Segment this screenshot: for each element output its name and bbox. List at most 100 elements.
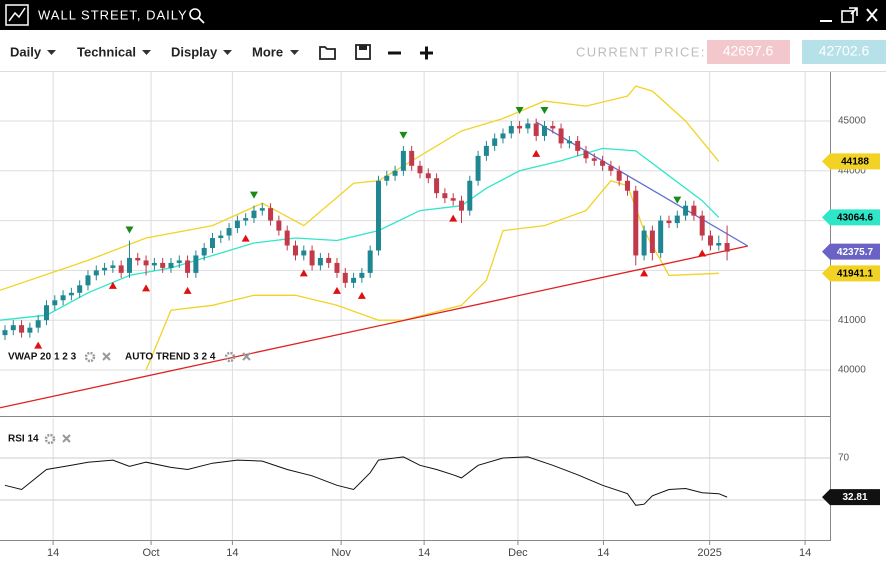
current-price-label: CURRENT PRICE:: [576, 44, 706, 59]
candle-body: [417, 165, 423, 174]
candle-body: [392, 170, 398, 176]
menu-more[interactable]: More: [252, 44, 283, 59]
candle-body: [724, 243, 730, 252]
candle-body: [616, 170, 622, 181]
dropdown-arrow: [47, 50, 56, 55]
candle-body: [243, 218, 249, 221]
buy-signal: [449, 214, 458, 222]
candle-body: [10, 325, 16, 331]
settings-icon[interactable]: [224, 351, 236, 363]
candle-body: [558, 128, 564, 144]
bid-box[interactable]: [707, 40, 790, 64]
candle-body: [301, 250, 307, 256]
settings-icon[interactable]: [44, 433, 56, 445]
menu-display[interactable]: Display: [171, 44, 218, 59]
candle-body: [126, 257, 132, 273]
x-tick-label: 14: [226, 547, 238, 559]
window-title: WALL STREET, DAILY: [38, 7, 188, 22]
y-tick-label: 70: [838, 453, 850, 464]
x-tick-label: 14: [47, 547, 59, 559]
candle-body: [193, 255, 199, 273]
candle-body: [185, 260, 191, 273]
candle-body: [600, 160, 606, 166]
candle-body: [176, 260, 182, 263]
candle-body: [118, 265, 124, 273]
x-tick-label: Nov: [331, 547, 351, 559]
candle-body: [292, 245, 298, 256]
bid-price: 42697.6: [723, 43, 774, 59]
ask-box[interactable]: [802, 40, 886, 64]
candle-body: [110, 265, 116, 268]
sell-signal: [540, 107, 549, 115]
x-tick-label: Oct: [142, 547, 159, 559]
candle-body: [201, 247, 207, 256]
price-tag: [822, 209, 880, 226]
app-icon: [5, 4, 29, 26]
candle-body: [409, 150, 415, 166]
remove-icon[interactable]: [62, 434, 71, 443]
y-tick-label: 41000: [838, 315, 866, 326]
candle-body: [284, 230, 290, 246]
open-button[interactable]: [319, 46, 336, 60]
candle-body: [674, 215, 680, 224]
x-tick-label: 14: [799, 547, 811, 559]
candle-body: [641, 230, 647, 256]
zoom-in-button[interactable]: [420, 46, 433, 60]
candle-body: [77, 285, 83, 293]
candle-body: [624, 180, 630, 191]
price-tag: [822, 489, 880, 506]
candle-body: [400, 150, 406, 171]
buy-signal: [142, 284, 151, 292]
candle-body: [102, 267, 108, 271]
remove-icon[interactable]: [102, 352, 111, 361]
close-button[interactable]: [866, 8, 878, 22]
popout-button[interactable]: [841, 7, 858, 23]
candle-body: [500, 133, 506, 139]
candle-body: [683, 205, 689, 216]
price-tag-label: 32.81: [842, 492, 867, 503]
buy-signal: [34, 341, 43, 349]
candle-body: [68, 292, 74, 296]
candle-body: [268, 208, 274, 221]
x-tick-label: 2025: [697, 547, 721, 559]
candle-body: [649, 230, 655, 253]
y-tick-label: 40000: [838, 365, 866, 376]
candle-body: [658, 220, 664, 253]
ask-price: 42702.6: [819, 43, 870, 59]
candle-body: [168, 262, 174, 268]
save-button[interactable]: [355, 44, 371, 60]
dropdown-arrow: [142, 50, 151, 55]
candle-body: [160, 262, 166, 268]
buy-signal: [357, 291, 366, 299]
indicator-line: [0, 147, 720, 321]
rsi-line: [4, 456, 728, 506]
sell-signal: [515, 107, 524, 115]
settings-icon[interactable]: [84, 351, 96, 363]
buy-signal: [640, 269, 649, 277]
candle-body: [467, 180, 473, 211]
candle-body: [234, 220, 240, 229]
price-tag-label: 42375.7: [837, 247, 874, 258]
dropdown-arrow: [290, 50, 299, 55]
candle-body: [135, 257, 141, 261]
menu-technical[interactable]: Technical: [77, 44, 136, 59]
candle-body: [218, 235, 224, 239]
buy-signal: [532, 149, 541, 157]
search-icon[interactable]: [189, 8, 205, 24]
menu-daily[interactable]: Daily: [10, 44, 42, 59]
candle-body: [442, 193, 448, 199]
candle-body: [517, 125, 523, 129]
indicator-line: [0, 245, 748, 409]
candle-body: [342, 272, 348, 283]
candle-body: [27, 327, 33, 333]
candle-body: [143, 260, 149, 266]
indicator-line: [535, 121, 749, 247]
price-tag: [822, 265, 880, 282]
candle-body: [425, 173, 431, 179]
candle-body: [259, 208, 265, 211]
remove-icon[interactable]: [242, 352, 251, 361]
candle-body: [475, 155, 481, 181]
candle-body: [309, 250, 315, 266]
indicator-label: AUTO TREND 3 2 4: [125, 352, 216, 363]
